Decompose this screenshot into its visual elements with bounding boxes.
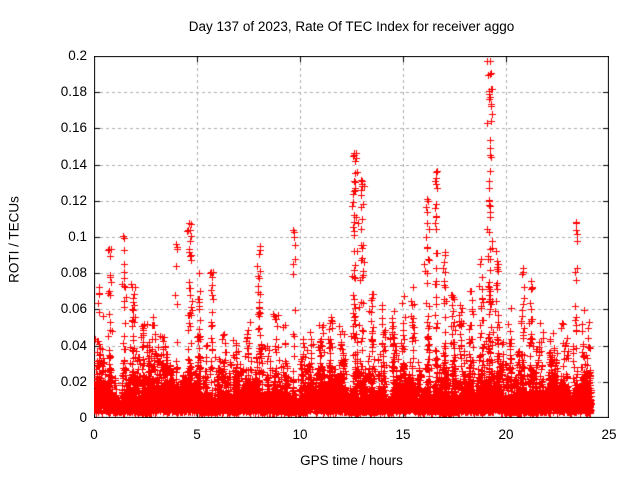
x-tick-label: 5 [193,427,201,442]
y-tick-label: 0.18 [60,84,87,100]
scatter-plot-area [94,56,609,418]
chart-title: Day 137 of 2023, Rate Of TEC Index for r… [188,19,515,34]
x-tick-label: 20 [498,427,514,442]
y-tick-label: 0.06 [60,301,87,317]
y-tick-label: 0 [79,410,87,425]
y-tick-label: 0.14 [60,156,87,172]
y-tick-label: 0.02 [60,373,87,389]
x-tick-label: 0 [90,427,98,442]
x-axis-label: GPS time / hours [300,453,403,468]
y-tick-label: 0.04 [60,337,87,353]
y-tick-label: 0.08 [60,265,87,281]
x-tick-label: 10 [292,427,308,442]
y-tick-label: 0.1 [68,229,87,244]
y-tick-label: 0.16 [60,120,87,136]
x-tick-label: 15 [395,427,411,442]
y-tick-label: 0.2 [68,48,87,63]
x-tick-label: 25 [601,427,617,442]
y-tick-label: 0.12 [60,192,87,208]
